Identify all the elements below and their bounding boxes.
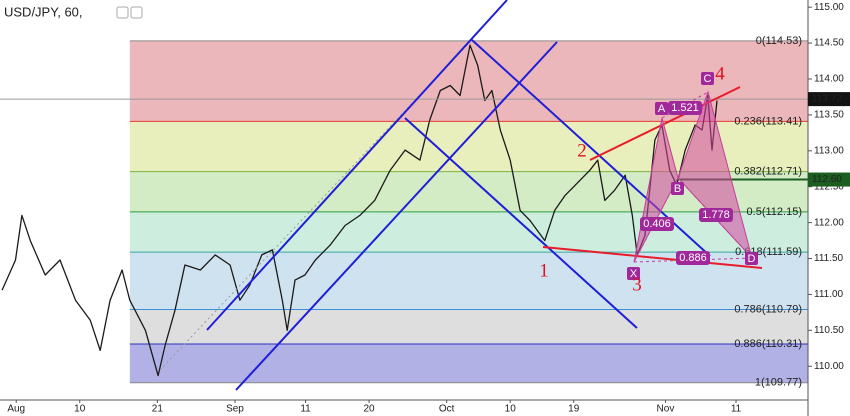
point-label: A xyxy=(658,103,666,115)
fib-band xyxy=(129,309,808,344)
wave-label: 2 xyxy=(577,140,587,161)
ratio-box xyxy=(640,217,674,231)
y-tick-label: 112.50 xyxy=(814,181,844,192)
point-box xyxy=(627,267,640,280)
y-tick-label: 115.00 xyxy=(814,2,844,13)
fib-label: 0.382(112.71) xyxy=(734,166,802,178)
x-tick-label: 11 xyxy=(300,404,311,415)
point-label: C xyxy=(704,73,712,85)
channel-line xyxy=(206,0,508,331)
wedge-line xyxy=(589,86,741,161)
ratio-label: 1.521 xyxy=(671,102,699,114)
x-tick-label: Sep xyxy=(226,404,244,415)
y-tick-label: 110.50 xyxy=(814,325,844,336)
price-marker-label: 112.60 xyxy=(812,174,842,185)
price-line xyxy=(1,44,718,377)
wave-label: 4 xyxy=(715,63,725,84)
x-tick-label: 21 xyxy=(152,404,164,415)
fib-label: 0.886(110.31) xyxy=(734,338,802,350)
fib-label: 0(114.53) xyxy=(756,35,802,47)
fib-band xyxy=(129,211,808,253)
wave-label: 3 xyxy=(632,274,642,295)
y-tick-label: 111.00 xyxy=(814,289,844,300)
y-tick-label: 113.00 xyxy=(814,145,844,156)
x-tick-label: 10 xyxy=(505,404,517,415)
pattern-points: X A B C D xyxy=(627,72,758,280)
header: USD/JPY, 60, xyxy=(4,4,143,19)
drawings: 1.521 0.406 1.778 0.886 X A B C D 1 2 3 … xyxy=(159,0,763,391)
ratio-label: 1.778 xyxy=(702,209,730,221)
chart-title: USD/JPY, 60, xyxy=(4,4,83,19)
fib-label: 0.5(112.15) xyxy=(747,206,802,218)
time-axis-panel xyxy=(0,400,808,416)
ratio-tags: 1.521 0.406 1.778 0.886 xyxy=(640,101,733,265)
fib-label: 0.236(113.41) xyxy=(734,115,802,127)
wave-label: 1 xyxy=(539,260,549,281)
x-tick-label: 20 xyxy=(364,404,376,415)
point-label: B xyxy=(674,183,681,195)
y-tick-label: 114.00 xyxy=(814,74,844,85)
y-tick-label: 111.50 xyxy=(814,253,844,264)
price-marker-label: 113.72 xyxy=(812,94,842,105)
wedge-line xyxy=(542,246,763,269)
y-tick-label: 112.00 xyxy=(814,217,844,228)
point-label: D xyxy=(748,253,756,265)
x-tick-label: Nov xyxy=(657,404,675,415)
close-icon[interactable] xyxy=(130,6,143,19)
fib-label: 0.786(110.79) xyxy=(734,303,802,315)
point-box xyxy=(671,182,684,195)
point-box xyxy=(745,252,758,265)
point-box xyxy=(701,72,714,85)
fib-band xyxy=(129,343,808,383)
y-tick-label: 113.50 xyxy=(814,110,844,121)
price-marker-box xyxy=(808,92,850,107)
point-label: X xyxy=(630,268,638,280)
y-tick-label: 110.00 xyxy=(814,361,844,372)
settings-icon[interactable] xyxy=(116,6,129,19)
ratio-box xyxy=(668,101,702,115)
price-axis-panel xyxy=(808,0,850,416)
fib-label: 1(109.77) xyxy=(755,377,802,389)
x-tick-label: 11 xyxy=(731,404,742,415)
ratio-label: 0.406 xyxy=(643,218,671,230)
ratio-box xyxy=(676,251,710,265)
point-box xyxy=(655,102,668,115)
channel-line xyxy=(404,117,638,329)
channel-line xyxy=(235,41,558,391)
price-marker-box xyxy=(808,172,850,187)
ratio-label: 0.886 xyxy=(679,252,707,264)
y-tick-label: 114.50 xyxy=(814,38,844,49)
pattern-guide xyxy=(633,177,679,263)
x-tick-label: Aug xyxy=(7,404,25,415)
x-tick-label: Oct xyxy=(439,404,455,415)
x-tick-label: 10 xyxy=(74,404,86,415)
ratio-box xyxy=(699,208,733,222)
pattern-guide xyxy=(633,257,753,263)
x-tick-label: 19 xyxy=(568,404,580,415)
